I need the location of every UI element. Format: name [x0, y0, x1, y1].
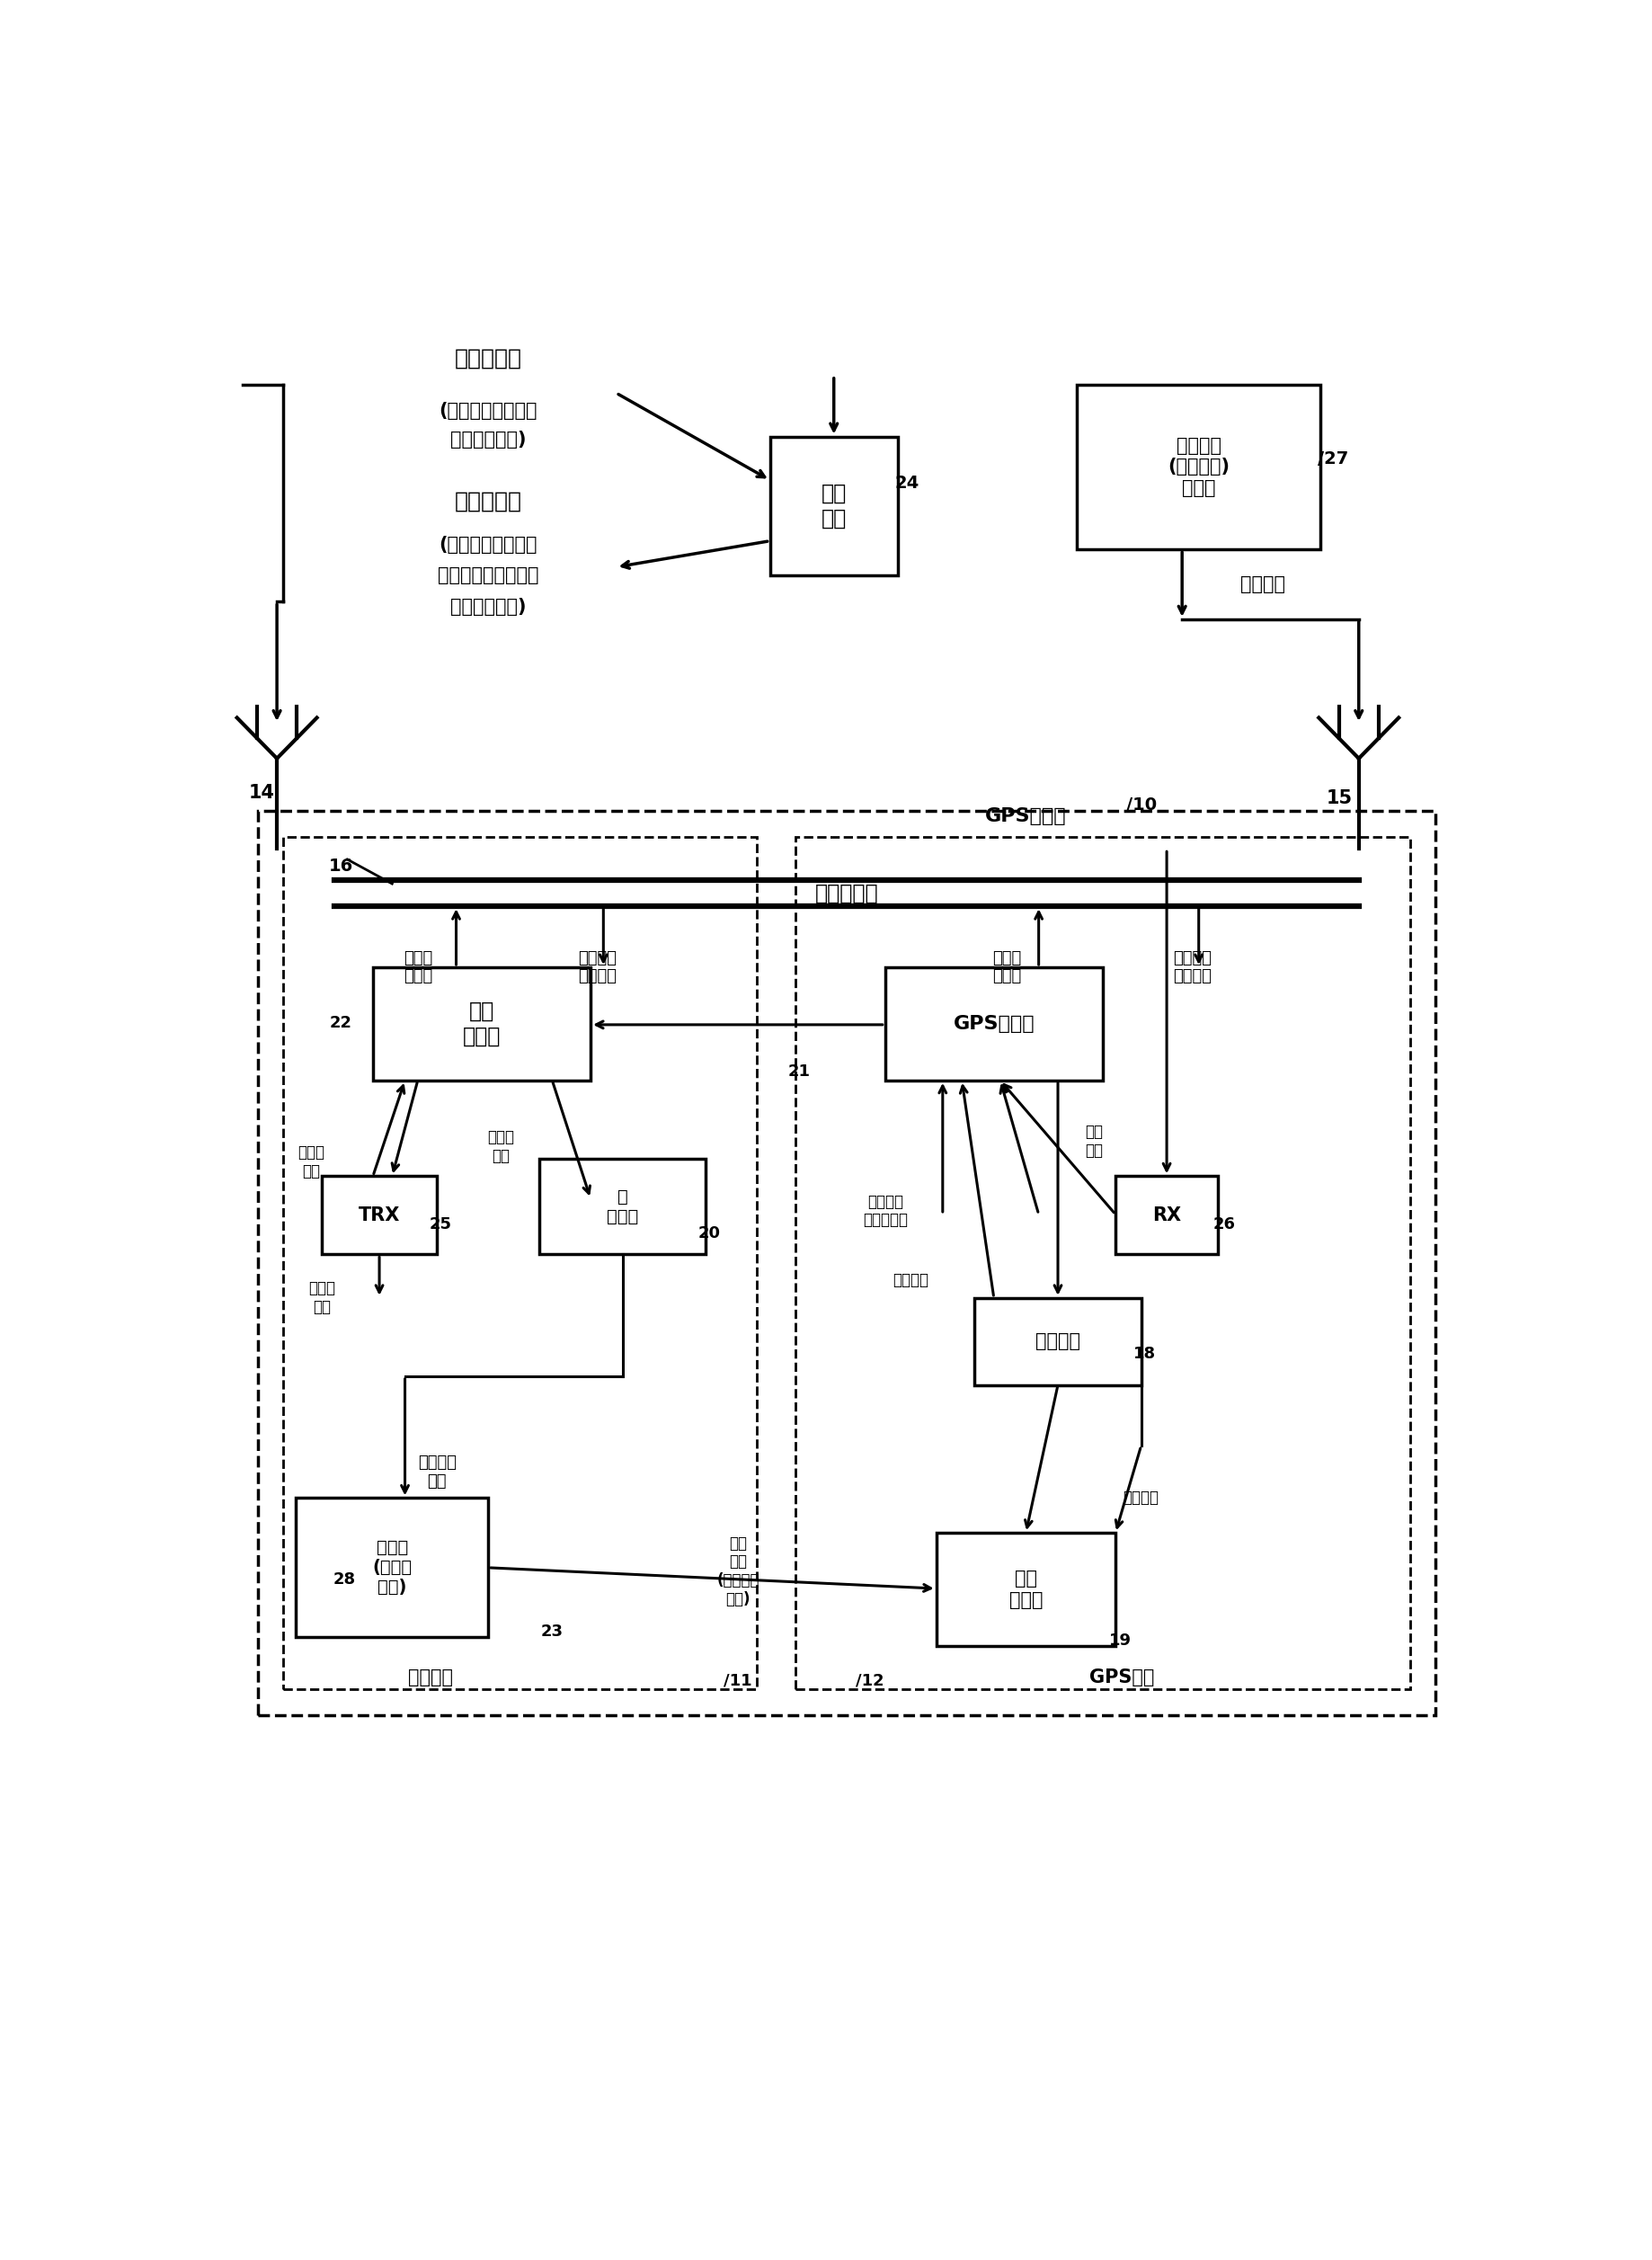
Text: 蜂窝
处理器: 蜂窝 处理器	[463, 1001, 501, 1046]
FancyBboxPatch shape	[284, 836, 757, 1690]
Text: /27: /27	[1318, 450, 1348, 468]
Text: 28: 28	[334, 1571, 357, 1589]
Text: 触发
信号
(经由硬件
连接): 触发 信号 (经由硬件 连接)	[717, 1535, 760, 1607]
Text: GPS接收机: GPS接收机	[985, 807, 1067, 825]
Text: (时间戳数值帧，盖: (时间戳数值帧，盖	[439, 536, 537, 554]
FancyBboxPatch shape	[296, 1498, 489, 1636]
FancyBboxPatch shape	[770, 436, 899, 576]
Text: 15: 15	[1327, 789, 1353, 807]
Text: 下行链路帧: 下行链路帧	[454, 490, 522, 511]
FancyBboxPatch shape	[258, 811, 1436, 1715]
Text: 本地时间: 本地时间	[1123, 1489, 1160, 1505]
Text: 19: 19	[1110, 1632, 1132, 1650]
Text: 定位系统
(例如卫星)
的信标: 定位系统 (例如卫星) 的信标	[1168, 436, 1229, 497]
Text: 蜂窝模块: 蜂窝模块	[408, 1668, 453, 1686]
FancyBboxPatch shape	[885, 967, 1104, 1080]
Text: 校正定位
解决方案: 校正定位 解决方案	[1173, 949, 1211, 985]
Text: /11: /11	[724, 1672, 752, 1688]
Text: /10: /10	[1125, 798, 1156, 814]
Text: 触发器
(以激劥
方式): 触发器 (以激劥 方式)	[372, 1539, 411, 1596]
Text: 时间标
志消息: 时间标 志消息	[993, 949, 1021, 985]
Text: 20: 20	[699, 1225, 720, 1241]
Text: GPS模块: GPS模块	[1089, 1668, 1155, 1686]
Text: 蜂窝
基站: 蜂窝 基站	[821, 484, 846, 529]
Text: 上行链
路帧: 上行链 路帧	[297, 1146, 325, 1180]
Text: 本地时间: 本地时间	[892, 1272, 928, 1288]
Text: 22: 22	[330, 1015, 352, 1031]
Text: /12: /12	[856, 1672, 884, 1688]
Text: RX: RX	[1153, 1207, 1181, 1225]
Text: TRX: TRX	[358, 1207, 400, 1225]
Text: 24: 24	[895, 475, 919, 493]
Text: 测距信号: 测距信号	[1241, 576, 1285, 594]
Text: GPS处理器: GPS处理器	[953, 1015, 1034, 1033]
FancyBboxPatch shape	[373, 967, 591, 1080]
Text: 了时间戳的触发帧和: 了时间戳的触发帧和	[438, 567, 539, 585]
Text: 帧
计数器: 帧 计数器	[606, 1189, 638, 1225]
Text: 时间标
志消息: 时间标 志消息	[403, 949, 433, 985]
Text: 帧计数器
信号: 帧计数器 信号	[418, 1455, 456, 1489]
Text: 上行链路帧: 上行链路帧	[454, 348, 522, 368]
Text: 下行链
路帧: 下行链 路帧	[309, 1281, 335, 1315]
Text: 下行链
路帧: 下行链 路帧	[487, 1130, 514, 1164]
FancyBboxPatch shape	[1077, 384, 1320, 549]
Text: 16: 16	[329, 859, 354, 875]
Text: 软件连通层: 软件连通层	[814, 884, 879, 904]
Text: (对时间戳值定位解: (对时间戳值定位解	[439, 402, 537, 420]
Text: 测距
信号: 测距 信号	[1085, 1123, 1104, 1159]
Text: 21: 21	[788, 1064, 811, 1080]
FancyBboxPatch shape	[975, 1297, 1142, 1385]
Text: 校正定位
解决方案: 校正定位 解决方案	[578, 949, 616, 985]
Text: 18: 18	[1133, 1345, 1156, 1363]
FancyBboxPatch shape	[937, 1532, 1115, 1645]
FancyBboxPatch shape	[796, 836, 1411, 1690]
FancyBboxPatch shape	[539, 1159, 705, 1254]
Text: 在触发器
的本地时间: 在触发器 的本地时间	[862, 1193, 907, 1229]
Text: 决方案的校正): 决方案的校正)	[451, 432, 525, 450]
Text: 本地时钟: 本地时钟	[1036, 1333, 1080, 1351]
FancyBboxPatch shape	[322, 1175, 436, 1254]
Text: 23: 23	[540, 1625, 563, 1641]
Text: 计时
寄存器: 计时 寄存器	[1009, 1571, 1042, 1609]
Text: 14: 14	[248, 784, 274, 802]
Text: 定时提前信息): 定时提前信息)	[451, 599, 525, 617]
FancyBboxPatch shape	[1115, 1175, 1218, 1254]
Text: 25: 25	[430, 1216, 453, 1234]
Text: 26: 26	[1213, 1216, 1236, 1234]
